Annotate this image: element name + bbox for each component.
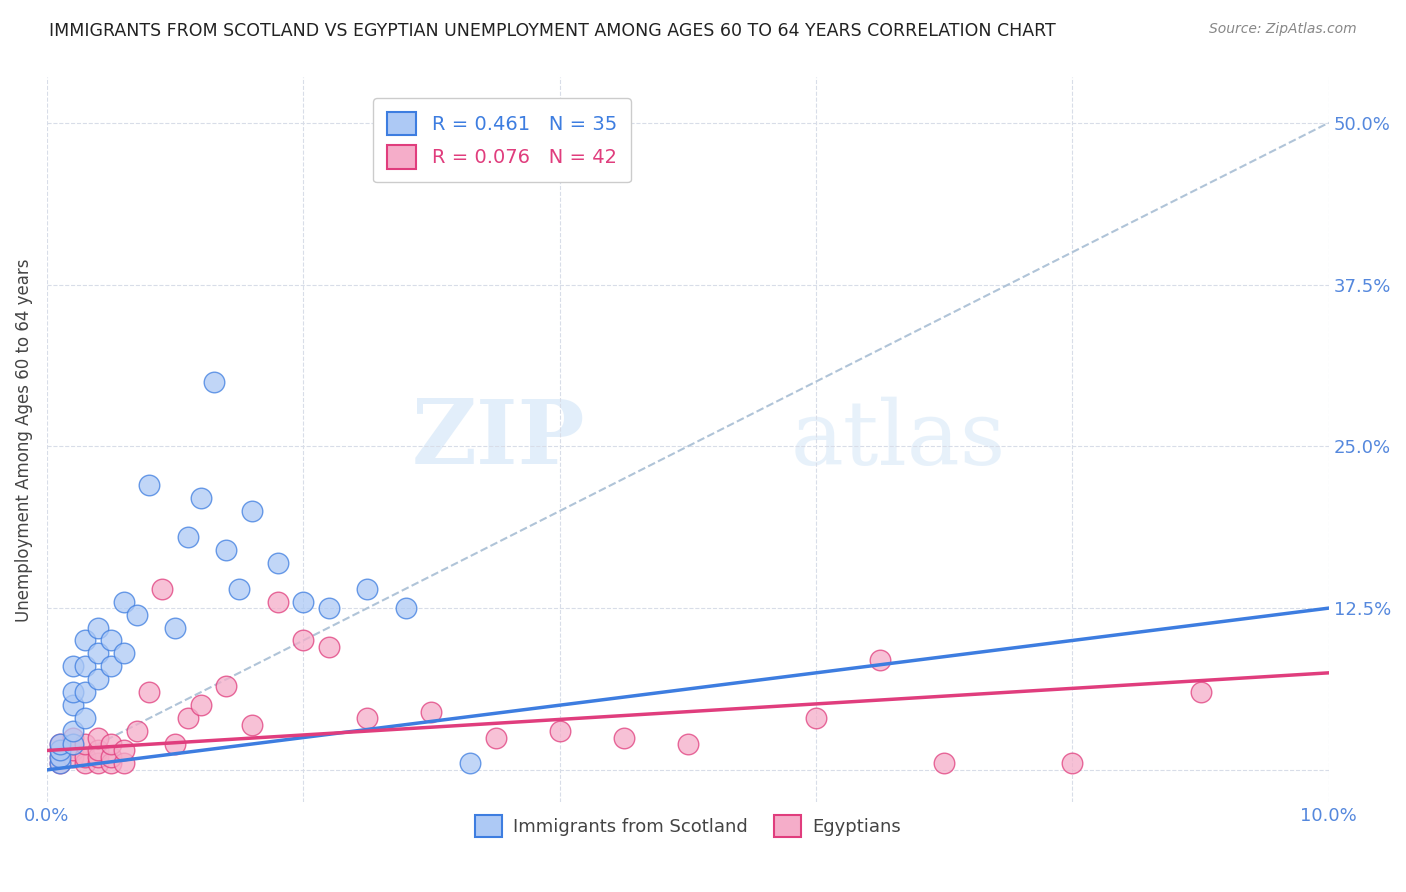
Point bbox=[356, 582, 378, 596]
Point bbox=[165, 621, 187, 635]
Point bbox=[240, 504, 263, 518]
Point bbox=[356, 711, 378, 725]
Point bbox=[62, 743, 84, 757]
Point bbox=[804, 711, 827, 725]
Point bbox=[1189, 685, 1212, 699]
Point bbox=[266, 556, 288, 570]
Legend: Immigrants from Scotland, Egyptians: Immigrants from Scotland, Egyptians bbox=[467, 807, 908, 844]
Point bbox=[934, 756, 956, 771]
Text: atlas: atlas bbox=[790, 396, 1005, 483]
Point bbox=[202, 375, 225, 389]
Point bbox=[165, 737, 187, 751]
Point bbox=[48, 743, 70, 757]
Point bbox=[87, 647, 110, 661]
Point bbox=[75, 750, 97, 764]
Point bbox=[100, 659, 122, 673]
Point bbox=[62, 685, 84, 699]
Point bbox=[62, 659, 84, 673]
Point bbox=[318, 601, 340, 615]
Point bbox=[62, 737, 84, 751]
Point bbox=[48, 750, 70, 764]
Point bbox=[292, 633, 315, 648]
Text: Source: ZipAtlas.com: Source: ZipAtlas.com bbox=[1209, 22, 1357, 37]
Point bbox=[177, 711, 200, 725]
Point bbox=[266, 594, 288, 608]
Point bbox=[112, 743, 135, 757]
Point bbox=[240, 717, 263, 731]
Point bbox=[100, 750, 122, 764]
Point bbox=[1062, 756, 1084, 771]
Point bbox=[62, 737, 84, 751]
Point bbox=[48, 743, 70, 757]
Point bbox=[87, 621, 110, 635]
Y-axis label: Unemployment Among Ages 60 to 64 years: Unemployment Among Ages 60 to 64 years bbox=[15, 258, 32, 622]
Text: IMMIGRANTS FROM SCOTLAND VS EGYPTIAN UNEMPLOYMENT AMONG AGES 60 TO 64 YEARS CORR: IMMIGRANTS FROM SCOTLAND VS EGYPTIAN UNE… bbox=[49, 22, 1056, 40]
Point bbox=[75, 633, 97, 648]
Point bbox=[48, 756, 70, 771]
Point bbox=[48, 737, 70, 751]
Point bbox=[100, 756, 122, 771]
Point bbox=[138, 685, 160, 699]
Point bbox=[62, 731, 84, 745]
Point bbox=[87, 743, 110, 757]
Point bbox=[75, 756, 97, 771]
Point bbox=[75, 659, 97, 673]
Point bbox=[869, 653, 891, 667]
Point bbox=[215, 542, 238, 557]
Point bbox=[62, 698, 84, 713]
Point bbox=[125, 724, 148, 739]
Point bbox=[150, 582, 173, 596]
Point bbox=[48, 737, 70, 751]
Point bbox=[676, 737, 699, 751]
Point bbox=[62, 750, 84, 764]
Point bbox=[548, 724, 571, 739]
Point bbox=[112, 594, 135, 608]
Point bbox=[87, 750, 110, 764]
Point bbox=[62, 724, 84, 739]
Point bbox=[613, 731, 636, 745]
Point bbox=[177, 530, 200, 544]
Point bbox=[318, 640, 340, 654]
Point bbox=[395, 601, 418, 615]
Point bbox=[420, 705, 443, 719]
Point bbox=[48, 756, 70, 771]
Point bbox=[125, 607, 148, 622]
Point bbox=[112, 756, 135, 771]
Text: ZIP: ZIP bbox=[412, 396, 585, 483]
Point bbox=[215, 679, 238, 693]
Point bbox=[48, 750, 70, 764]
Point bbox=[138, 478, 160, 492]
Point bbox=[228, 582, 250, 596]
Point bbox=[100, 633, 122, 648]
Point bbox=[484, 731, 506, 745]
Point bbox=[458, 756, 481, 771]
Point bbox=[87, 673, 110, 687]
Point bbox=[112, 647, 135, 661]
Point bbox=[292, 594, 315, 608]
Point bbox=[100, 737, 122, 751]
Point bbox=[87, 731, 110, 745]
Point bbox=[87, 756, 110, 771]
Point bbox=[75, 711, 97, 725]
Point bbox=[190, 698, 212, 713]
Point bbox=[75, 737, 97, 751]
Point bbox=[190, 491, 212, 505]
Point bbox=[75, 685, 97, 699]
